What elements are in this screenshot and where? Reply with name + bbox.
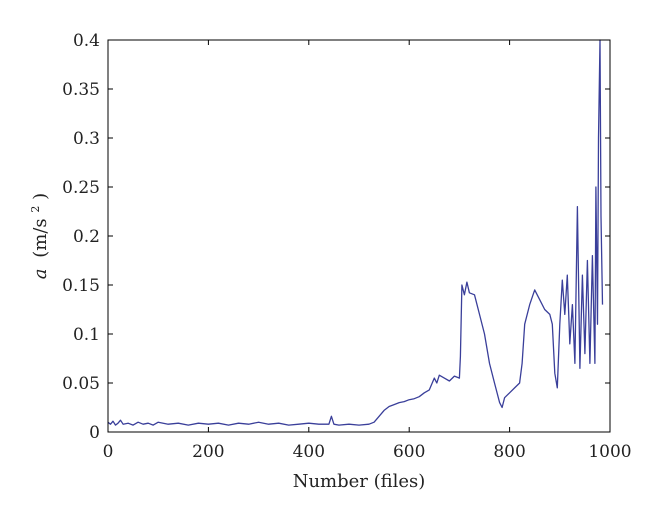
- y-axis-label: a (m/s 2 ): [23, 193, 51, 279]
- axes-frame: [107, 39, 611, 433]
- y-tick-label: 0.05: [62, 374, 100, 394]
- y-tick-label: 0: [89, 423, 100, 443]
- x-tick-label: 800: [493, 442, 525, 462]
- y-tick-label: 0.1: [73, 325, 100, 345]
- y-tick-label: 0.25: [62, 178, 100, 198]
- y-tick-label: 0.35: [62, 80, 100, 100]
- y-tick-label: 0.15: [62, 276, 100, 296]
- y-axis-label-close: ): [30, 193, 51, 200]
- y-tick-label: 0.4: [73, 31, 100, 51]
- x-tick-label: 400: [293, 442, 325, 462]
- x-tick-label: 600: [393, 442, 425, 462]
- x-tick-label: 1000: [588, 442, 631, 462]
- x-tick-label: 0: [103, 442, 114, 462]
- plot-area: [107, 39, 604, 426]
- y-tick-label: 0.3: [73, 129, 100, 149]
- x-axis-label: Number (files): [293, 471, 426, 492]
- x-tick-label: 200: [192, 442, 224, 462]
- series-line: [107, 39, 604, 426]
- y-axis-label-unit: (m/s: [30, 218, 51, 257]
- axis-ticks: 0 200 400 600 800 1000 0 0.05 0.1 0.15 0.2 0.25 0.3 0…: [62, 31, 631, 462]
- y-tick-label: 0.2: [73, 227, 100, 247]
- y-axis-label-exponent: 2: [29, 206, 42, 213]
- y-axis-label-symbol: a: [30, 268, 51, 279]
